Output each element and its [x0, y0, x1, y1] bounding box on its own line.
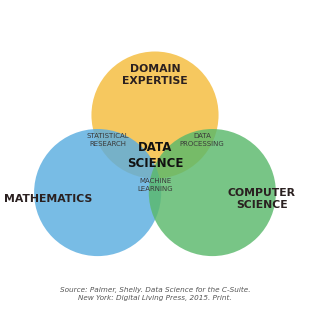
- Text: Source: Palmer, Shelly. Data Science for the C-Suite.
New York: Digital Living P: Source: Palmer, Shelly. Data Science for…: [60, 286, 250, 301]
- Circle shape: [91, 52, 219, 179]
- Circle shape: [149, 129, 276, 256]
- Text: DATA
PROCESSING: DATA PROCESSING: [180, 133, 224, 147]
- Text: MACHINE
LEARNING: MACHINE LEARNING: [137, 178, 173, 192]
- Text: DOMAIN
EXPERTISE: DOMAIN EXPERTISE: [122, 64, 188, 86]
- Text: STATISTICAL
RESEARCH: STATISTICAL RESEARCH: [86, 133, 129, 147]
- Text: MATHEMATICS: MATHEMATICS: [4, 194, 92, 204]
- Text: DATA
SCIENCE: DATA SCIENCE: [127, 140, 183, 170]
- Text: COMPUTER
SCIENCE: COMPUTER SCIENCE: [228, 188, 296, 210]
- Circle shape: [34, 129, 161, 256]
